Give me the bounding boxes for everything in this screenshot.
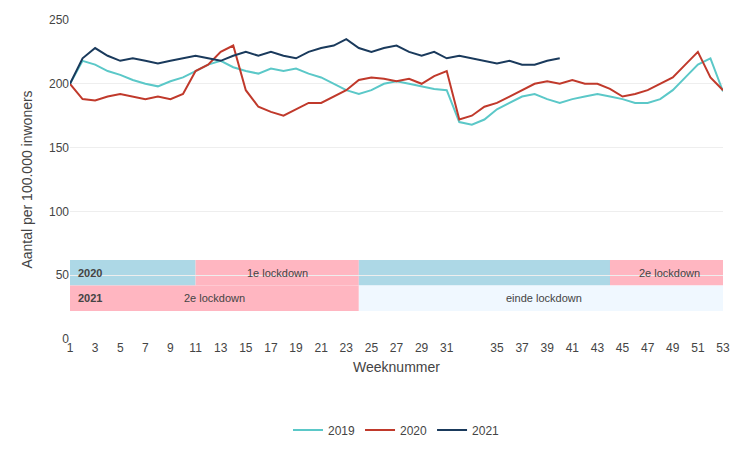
svg-text:5: 5 — [117, 341, 124, 355]
svg-text:49: 49 — [666, 341, 680, 355]
svg-text:Weeknummer: Weeknummer — [353, 359, 440, 375]
svg-text:17: 17 — [264, 341, 278, 355]
svg-text:2e lockdown: 2e lockdown — [639, 267, 700, 279]
svg-text:11: 11 — [189, 341, 202, 355]
svg-text:53: 53 — [716, 341, 730, 355]
svg-text:25: 25 — [365, 341, 379, 355]
svg-text:50: 50 — [56, 268, 70, 282]
svg-text:13: 13 — [214, 341, 228, 355]
svg-text:einde lockdown: einde lockdown — [506, 292, 582, 304]
svg-text:27: 27 — [390, 341, 404, 355]
svg-text:2021: 2021 — [78, 292, 102, 304]
svg-text:45: 45 — [616, 341, 630, 355]
svg-text:39: 39 — [541, 341, 555, 355]
svg-text:41: 41 — [566, 341, 580, 355]
svg-text:9: 9 — [167, 341, 174, 355]
svg-text:150: 150 — [49, 141, 69, 155]
svg-text:21: 21 — [314, 341, 328, 355]
svg-text:19: 19 — [289, 341, 303, 355]
svg-text:29: 29 — [415, 341, 429, 355]
svg-text:Aantal per 100.000 inwoners: Aantal per 100.000 inwoners — [19, 90, 35, 268]
svg-text:2019: 2019 — [328, 424, 355, 438]
svg-text:1: 1 — [67, 341, 74, 355]
svg-text:250: 250 — [49, 13, 69, 27]
svg-text:31: 31 — [440, 341, 454, 355]
svg-text:47: 47 — [641, 341, 655, 355]
svg-text:2020: 2020 — [400, 424, 427, 438]
svg-text:23: 23 — [340, 341, 354, 355]
svg-text:200: 200 — [49, 77, 69, 91]
svg-text:7: 7 — [142, 341, 149, 355]
svg-text:2e lockdown: 2e lockdown — [184, 292, 245, 304]
svg-text:35: 35 — [490, 341, 504, 355]
svg-text:51: 51 — [691, 341, 705, 355]
svg-text:15: 15 — [239, 341, 253, 355]
svg-text:0: 0 — [62, 332, 69, 346]
svg-text:2020: 2020 — [78, 267, 102, 279]
svg-text:37: 37 — [515, 341, 529, 355]
svg-text:1e lockdown: 1e lockdown — [247, 267, 308, 279]
svg-text:2021: 2021 — [472, 424, 499, 438]
svg-text:3: 3 — [92, 341, 99, 355]
svg-text:100: 100 — [49, 205, 69, 219]
svg-text:43: 43 — [591, 341, 605, 355]
